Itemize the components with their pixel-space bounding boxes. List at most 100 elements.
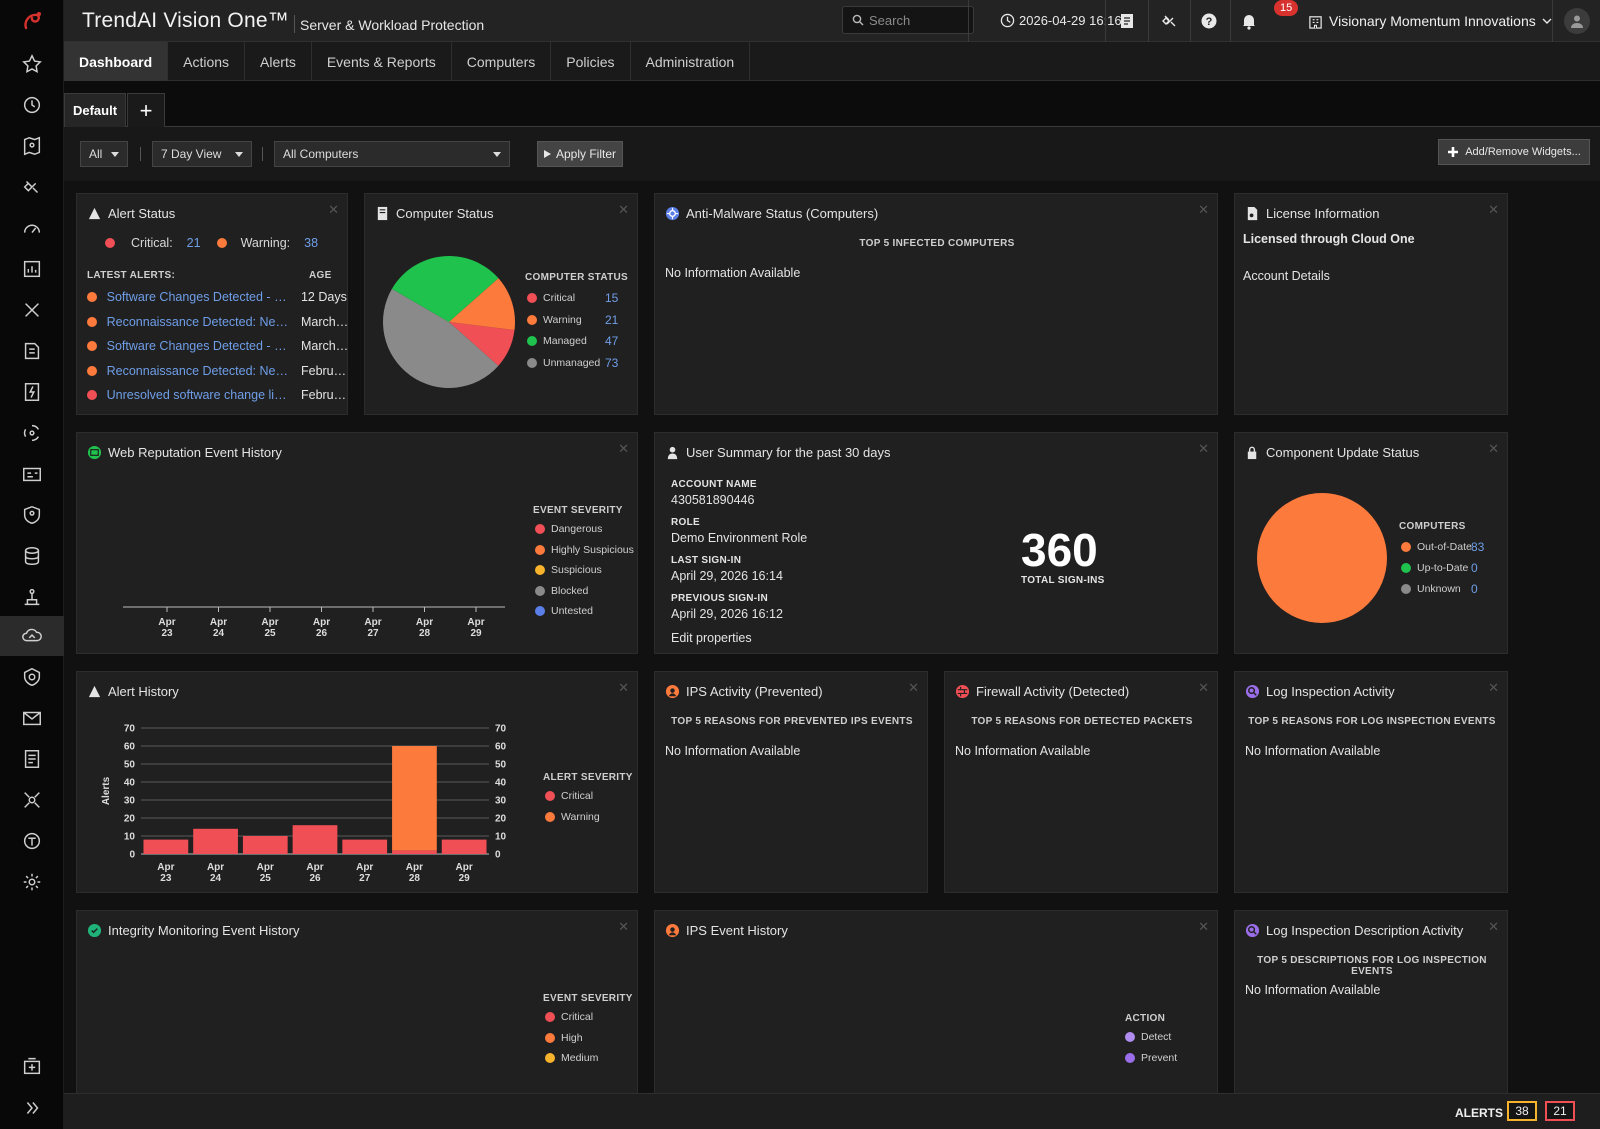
alert-title-link[interactable]: Software Changes Detected - ec... [106, 290, 291, 304]
computers-select[interactable]: All Computers [274, 141, 510, 167]
help-icon[interactable]: ? [1198, 10, 1220, 32]
close-icon[interactable]: ✕ [1198, 919, 1209, 934]
legend-value[interactable]: 47 [605, 334, 619, 348]
crossed-tools-icon[interactable] [0, 290, 64, 330]
critical-count[interactable]: 21 [186, 236, 201, 250]
legend-item[interactable]: Unknown 0 [1401, 582, 1478, 596]
legend-item[interactable]: Up-to-Date 0 [1401, 561, 1478, 575]
search-input[interactable] [869, 11, 969, 29]
legend-item[interactable]: Warning [545, 811, 600, 823]
search-box[interactable] [842, 6, 974, 34]
legend-item[interactable]: Warning 21 [527, 313, 618, 327]
computer-status-slice-critical[interactable] [449, 322, 515, 366]
network-users-icon[interactable] [0, 577, 64, 617]
legend-item[interactable]: Dangerous [535, 523, 602, 535]
legend-item[interactable]: High [545, 1032, 583, 1044]
legend-item[interactable]: Medium [545, 1052, 598, 1064]
endpoint-shield-icon[interactable] [0, 657, 64, 697]
notification-badge[interactable]: 15 [1274, 0, 1299, 16]
tab-events-reports[interactable]: Events & Reports [312, 42, 452, 81]
bar-critical-apr-28[interactable] [392, 850, 437, 854]
satellite-icon[interactable] [0, 167, 64, 207]
close-icon[interactable]: ✕ [1198, 680, 1209, 695]
gauge-icon[interactable] [0, 208, 64, 248]
tab-alerts[interactable]: Alerts [245, 42, 312, 81]
legend-item[interactable]: Critical [545, 1011, 593, 1023]
legend-value[interactable]: 15 [605, 291, 619, 305]
trend-t-icon[interactable] [0, 821, 64, 861]
tab-administration[interactable]: Administration [631, 42, 751, 81]
apply-filter-button[interactable]: Apply Filter [537, 141, 623, 167]
expand-rail-icon[interactable] [0, 1088, 64, 1128]
reports-chart-icon[interactable] [0, 249, 64, 289]
bar-critical-apr-29[interactable] [441, 839, 487, 854]
bell-icon[interactable] [1238, 10, 1260, 32]
favorites-star-icon[interactable] [0, 44, 64, 84]
lightning-icon[interactable] [0, 372, 64, 412]
legend-item[interactable]: Prevent [1125, 1052, 1177, 1064]
close-icon[interactable]: ✕ [1488, 680, 1499, 695]
warning-alert-count[interactable]: 38 [1507, 1101, 1537, 1121]
bar-warning-apr-28[interactable] [392, 746, 437, 851]
settings-gear-icon[interactable] [0, 862, 64, 902]
close-icon[interactable]: ✕ [908, 680, 919, 695]
legend-value[interactable]: 21 [605, 312, 619, 327]
computer-status-slice-unmanaged[interactable] [382, 288, 499, 389]
alert-title-link[interactable]: Software Changes Detected - ec... [106, 339, 291, 353]
bar-critical-apr-24[interactable] [193, 828, 238, 854]
legend-item[interactable]: Highly Suspicious [535, 544, 634, 556]
legend-item[interactable]: Blocked [535, 585, 588, 597]
legend-value[interactable]: 0 [1471, 561, 1478, 575]
alert-title-link[interactable]: Unresolved software change limi... [106, 388, 291, 402]
legend-value[interactable]: 83 [1471, 540, 1485, 554]
legend-item[interactable]: Managed 47 [527, 334, 618, 348]
close-icon[interactable]: ✕ [618, 919, 629, 934]
alert-row[interactable]: Unresolved software change limi... Februa… [87, 386, 349, 404]
period-select[interactable]: 7 Day View [152, 141, 252, 167]
legend-item[interactable]: Out-of-Date 83 [1401, 540, 1484, 554]
close-icon[interactable]: ✕ [1488, 919, 1499, 934]
bar-critical-apr-25[interactable] [242, 836, 288, 854]
edit-properties-link[interactable]: Edit properties [671, 631, 752, 645]
map-pin-icon[interactable] [0, 126, 64, 166]
bar-critical-apr-23[interactable] [143, 839, 189, 854]
close-icon[interactable]: ✕ [1488, 202, 1499, 217]
tab-dashboard[interactable]: Dashboard [64, 42, 169, 81]
critical-alert-count[interactable]: 21 [1545, 1101, 1575, 1121]
tab-computers[interactable]: Computers [452, 42, 552, 81]
scope-select[interactable]: All [80, 141, 128, 167]
component-update-slice-out-of-date[interactable] [1257, 493, 1387, 623]
bar-critical-apr-26[interactable] [292, 825, 338, 854]
radiation-icon[interactable] [0, 413, 64, 453]
document-list-icon[interactable] [0, 739, 64, 779]
close-icon[interactable]: ✕ [618, 202, 629, 217]
id-card-icon[interactable] [0, 454, 64, 494]
legend-item[interactable]: Untested [535, 605, 593, 617]
computer-status-slice-warning[interactable] [449, 278, 515, 331]
legend-item[interactable]: Critical [545, 790, 593, 802]
tab-policies[interactable]: Policies [551, 42, 631, 81]
alert-title-link[interactable]: Reconnaissance Detected: Netw... [106, 363, 291, 378]
bar-critical-apr-27[interactable] [342, 839, 388, 854]
email-icon[interactable] [0, 698, 64, 738]
close-icon[interactable]: ✕ [1488, 441, 1499, 456]
legend-item[interactable]: Detect [1125, 1031, 1171, 1043]
close-icon[interactable]: ✕ [618, 441, 629, 456]
book-icon[interactable] [0, 331, 64, 371]
warning-count[interactable]: 38 [304, 236, 319, 250]
close-icon[interactable]: ✕ [1198, 202, 1209, 217]
dashboard-tab-default[interactable]: Default [64, 93, 126, 127]
legend-item[interactable]: Critical 15 [527, 291, 618, 305]
alert-row[interactable]: Reconnaissance Detected: Netw... March ..… [87, 313, 349, 331]
database-icon[interactable] [0, 536, 64, 576]
add-remove-widgets-button[interactable]: Add/Remove Widgets... [1438, 139, 1590, 165]
alert-row[interactable]: Software Changes Detected - ec... March .… [87, 337, 349, 355]
legend-value[interactable]: 73 [605, 355, 619, 370]
organization-switcher[interactable]: Visionary Momentum Innovations [1308, 13, 1552, 29]
cloud-workload-icon[interactable] [0, 616, 64, 656]
satellite-icon[interactable] [1159, 10, 1181, 32]
alert-title-link[interactable]: Reconnaissance Detected: Netw... [106, 314, 291, 329]
legend-value[interactable]: 0 [1471, 582, 1478, 596]
network-target-icon[interactable] [0, 780, 64, 820]
add-dashboard-button[interactable]: + [127, 93, 165, 127]
